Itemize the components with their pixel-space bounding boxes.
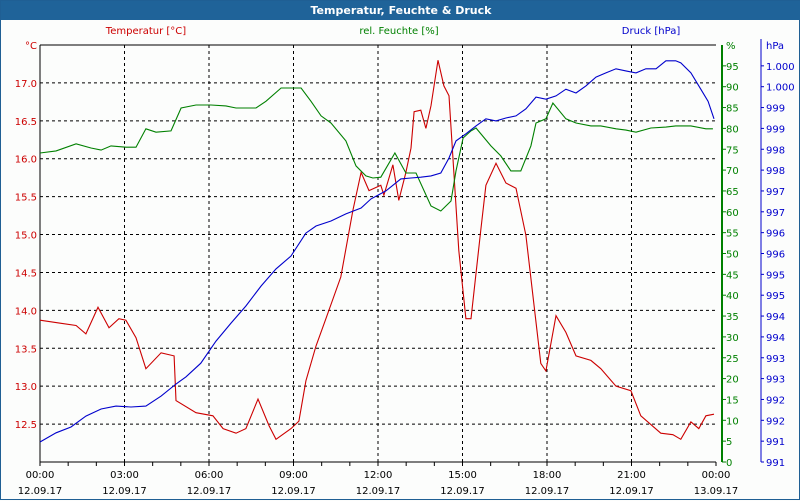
x-tick-date: 13.09.17: [694, 486, 739, 497]
pressure-tick-label: 999: [766, 104, 785, 115]
pressure-tick-label: 1.000: [766, 62, 795, 73]
x-tick-time: 06:00: [195, 470, 224, 481]
humidity-line: [39, 87, 713, 212]
humidity-tick-label: 40: [726, 291, 739, 302]
humidity-tick-label: 0: [726, 458, 732, 469]
x-tick-date: 12.09.17: [271, 486, 316, 497]
temp-tick-label: 14.0: [15, 306, 37, 317]
x-tick-time: 00:00: [26, 470, 55, 481]
x-tick-date: 12.09.17: [525, 486, 570, 497]
x-tick-date: 12.09.17: [18, 486, 63, 497]
temp-tick-label: 15.5: [15, 193, 37, 204]
x-tick-date: 12.09.17: [609, 486, 654, 497]
temperature-line: [39, 60, 715, 441]
pressure-tick-label: 996: [766, 250, 785, 261]
x-tick-date: 12.09.17: [356, 486, 401, 497]
humidity-tick-label: 5: [726, 437, 732, 448]
x-tick-time: 09:00: [279, 470, 308, 481]
x-tick-time: 15:00: [448, 470, 477, 481]
temp-tick-label: 13.0: [15, 382, 37, 393]
x-tick-time: 18:00: [533, 470, 562, 481]
pressure-tick-label: 998: [766, 166, 785, 177]
legend-temperature: Temperatur [°C]: [105, 26, 186, 37]
humidity-tick-label: 85: [726, 104, 739, 115]
humidity-tick-label: 70: [726, 166, 739, 177]
temp-tick-label: 13.5: [15, 344, 37, 355]
humidity-tick-label: 45: [726, 270, 739, 281]
temp-tick-label: 12.5: [15, 420, 37, 431]
pressure-tick-label: 993: [766, 354, 785, 365]
pressure-tick-label: 992: [766, 395, 785, 406]
pressure-line: [39, 60, 715, 443]
humidity-tick-label: 55: [726, 229, 739, 240]
x-tick-time: 00:00: [702, 470, 731, 481]
pressure-tick-label: 994: [766, 333, 785, 344]
pressure-tick-label: 999: [766, 124, 785, 135]
pressure-tick-label: 996: [766, 229, 785, 240]
x-tick-time: 21:00: [617, 470, 646, 481]
temp-tick-label: 14.5: [15, 268, 37, 279]
window-title: Temperatur, Feuchte & Druck: [1, 1, 800, 20]
temp-axis-unit: °C: [25, 41, 37, 52]
humidity-tick-label: 25: [726, 354, 739, 365]
humidity-axis-unit: %: [726, 41, 736, 52]
pressure-tick-label: 994: [766, 312, 785, 323]
legend-pressure: Druck [hPa]: [622, 26, 681, 37]
x-tick-date: 12.09.17: [187, 486, 232, 497]
pressure-tick-label: 992: [766, 416, 785, 427]
humidity-tick-label: 50: [726, 250, 739, 261]
humidity-tick-label: 95: [726, 62, 739, 73]
humidity-tick-label: 65: [726, 187, 739, 198]
x-tick-date: 12.09.17: [102, 486, 147, 497]
temp-tick-label: 17.0: [15, 79, 37, 90]
x-tick-time: 12:00: [364, 470, 393, 481]
x-tick-time: 03:00: [110, 470, 139, 481]
humidity-tick-label: 80: [726, 124, 739, 135]
pressure-tick-label: 997: [766, 187, 785, 198]
pressure-tick-label: 1.000: [766, 83, 795, 94]
humidity-tick-label: 90: [726, 83, 739, 94]
temp-tick-label: 15.0: [15, 231, 37, 242]
humidity-tick-label: 75: [726, 145, 739, 156]
humidity-tick-label: 60: [726, 208, 739, 219]
humidity-tick-label: 15: [726, 395, 739, 406]
pressure-tick-label: 991: [766, 458, 785, 469]
pressure-tick-label: 995: [766, 291, 785, 302]
humidity-tick-label: 10: [726, 416, 739, 427]
legend-humidity: rel. Feuchte [%]: [359, 26, 438, 37]
temp-tick-label: 16.0: [15, 155, 37, 166]
humidity-tick-label: 20: [726, 375, 739, 386]
x-tick-date: 12.09.17: [440, 486, 485, 497]
humidity-tick-label: 30: [726, 333, 739, 344]
pressure-tick-label: 993: [766, 375, 785, 386]
pressure-tick-label: 991: [766, 437, 785, 448]
humidity-tick-label: 35: [726, 312, 739, 323]
temp-tick-label: 16.5: [15, 117, 37, 128]
pressure-tick-label: 997: [766, 208, 785, 219]
pressure-tick-label: 995: [766, 270, 785, 281]
pressure-axis-unit: hPa: [766, 41, 784, 52]
pressure-tick-label: 998: [766, 145, 785, 156]
